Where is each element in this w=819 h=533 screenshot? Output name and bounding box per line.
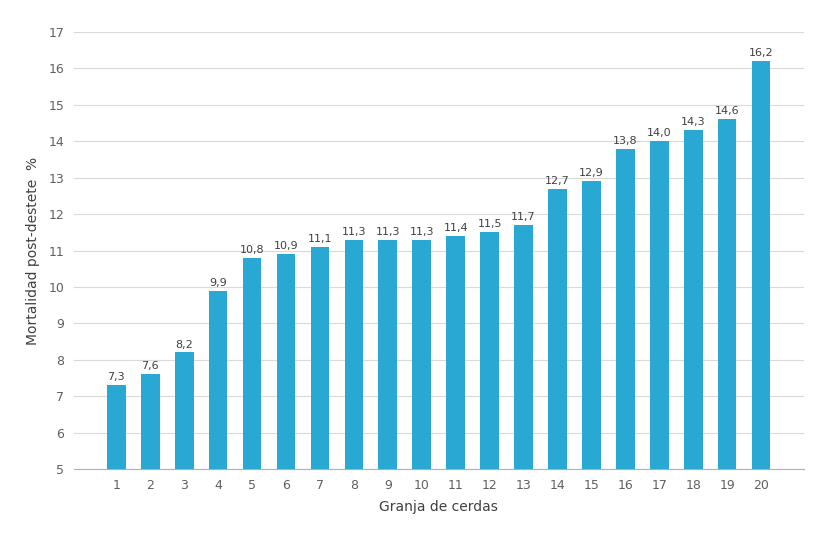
Text: 14,6: 14,6 [714, 107, 739, 117]
Text: 7,3: 7,3 [107, 373, 125, 382]
Bar [378, 239, 396, 533]
Text: 10,9: 10,9 [274, 241, 298, 251]
Bar [514, 225, 532, 533]
Text: 14,0: 14,0 [646, 128, 671, 139]
Text: 8,2: 8,2 [175, 340, 192, 350]
Bar [141, 374, 160, 533]
Text: 12,9: 12,9 [578, 168, 603, 179]
Bar [242, 258, 261, 533]
Bar [344, 239, 363, 533]
Text: 14,3: 14,3 [680, 117, 704, 127]
Bar [209, 290, 227, 533]
Text: 12,7: 12,7 [545, 176, 569, 185]
Bar [615, 149, 634, 533]
Bar [717, 119, 735, 533]
Bar [446, 236, 464, 533]
Bar [106, 385, 125, 533]
X-axis label: Granja de cerdas: Granja de cerdas [379, 500, 497, 514]
Bar [683, 130, 702, 533]
Bar [751, 61, 770, 533]
Bar [412, 239, 431, 533]
Text: 11,7: 11,7 [510, 212, 535, 222]
Text: 9,9: 9,9 [209, 278, 227, 288]
Bar [649, 141, 667, 533]
Text: 7,6: 7,6 [141, 361, 159, 372]
Text: 11,3: 11,3 [375, 227, 400, 237]
Bar [174, 352, 193, 533]
Text: 11,5: 11,5 [477, 220, 501, 229]
Text: 11,3: 11,3 [409, 227, 433, 237]
Y-axis label: Mortalidad post-destete  %: Mortalidad post-destete % [26, 157, 40, 344]
Bar [581, 181, 600, 533]
Text: 11,4: 11,4 [443, 223, 468, 233]
Text: 11,3: 11,3 [342, 227, 365, 237]
Text: 10,8: 10,8 [239, 245, 264, 255]
Text: 13,8: 13,8 [613, 135, 637, 146]
Text: 16,2: 16,2 [748, 48, 772, 58]
Bar [547, 189, 566, 533]
Bar [480, 232, 498, 533]
Bar [310, 247, 329, 533]
Bar [276, 254, 295, 533]
Text: 11,1: 11,1 [307, 234, 332, 244]
